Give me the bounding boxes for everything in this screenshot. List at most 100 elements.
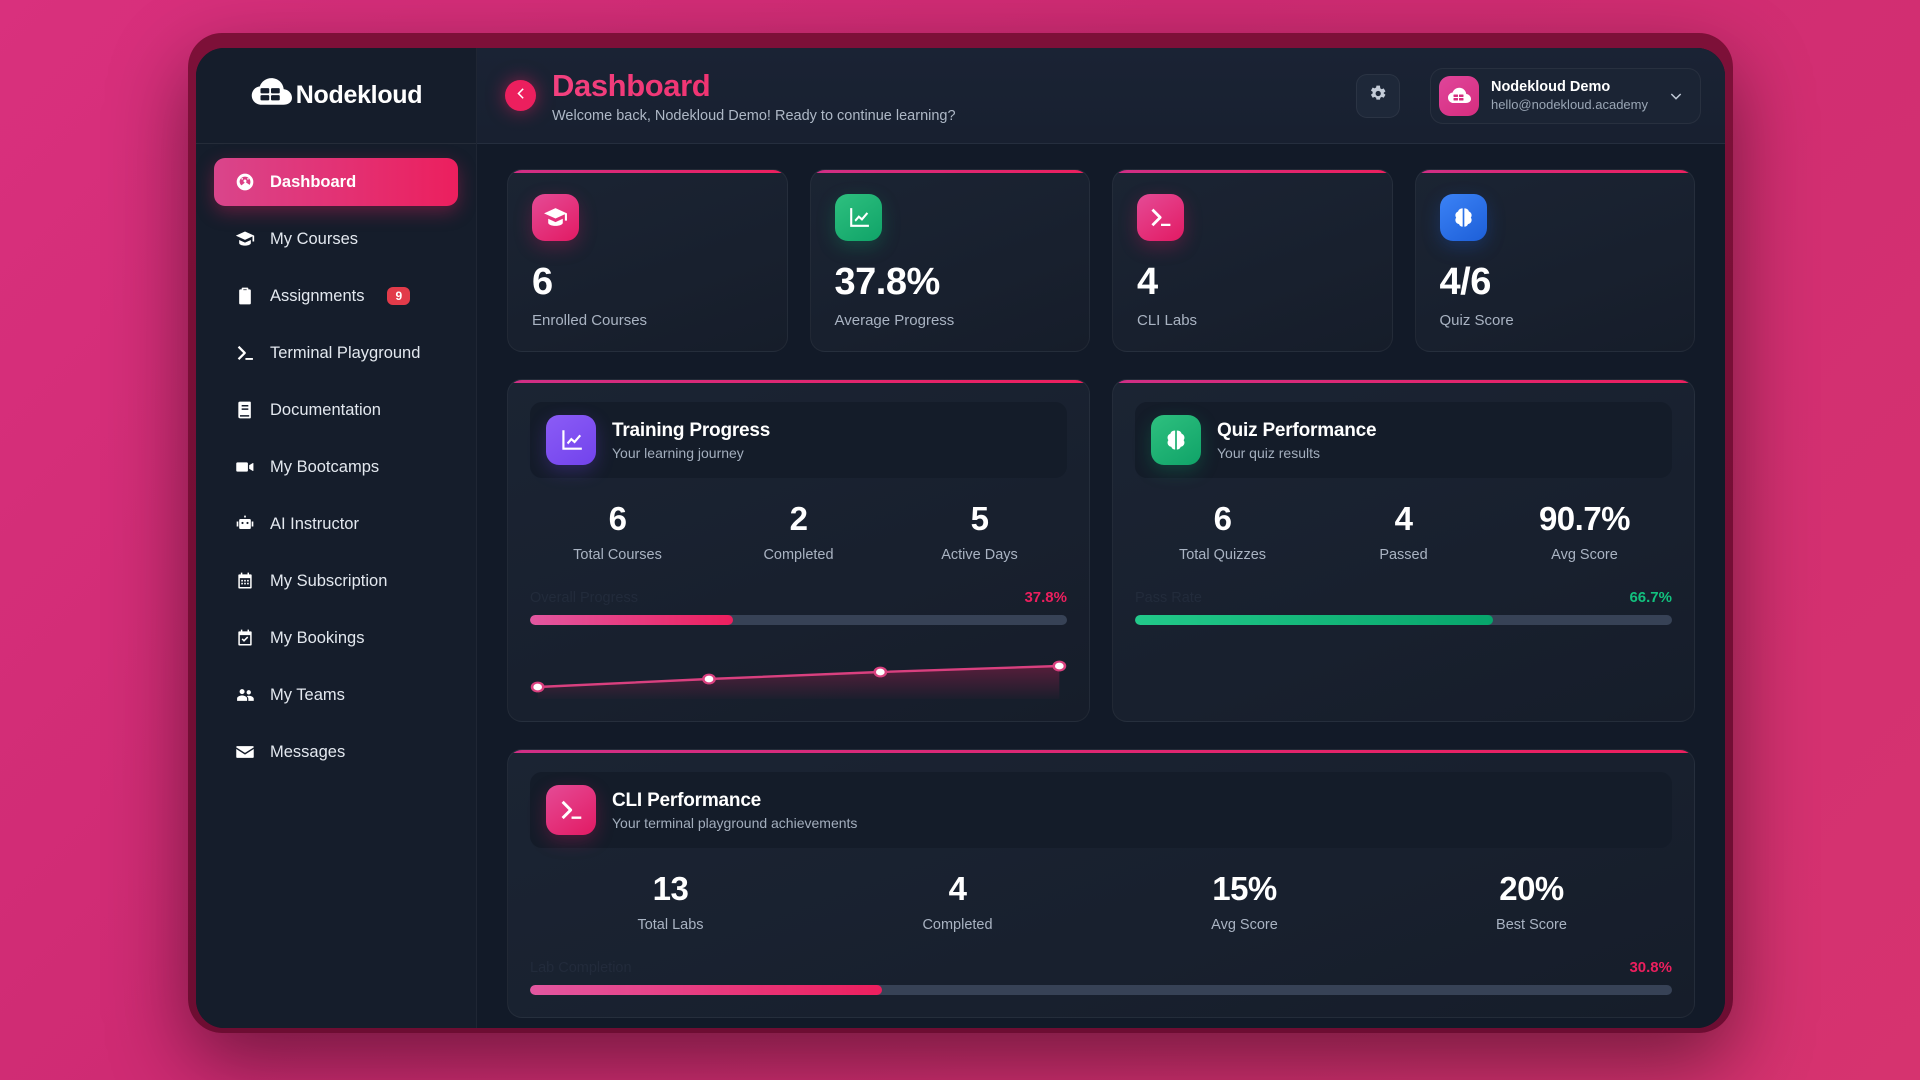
metric-label: Completed (763, 547, 834, 563)
stat-label: Enrolled Courses (532, 311, 648, 329)
overall-progress-bar-track (530, 615, 1067, 625)
sidebar-item-label: Dashboard (270, 172, 357, 191)
metric-label: Total Courses (573, 547, 662, 563)
users-group-icon (234, 685, 255, 706)
metric-completed: 2 Completed (711, 500, 886, 563)
terminal-icon (546, 785, 596, 835)
stat-card-cli-labs[interactable]: 4 CLI Labs (1112, 169, 1393, 352)
page-title-block: Dashboard Welcome back, Nodekloud Demo! … (552, 68, 956, 124)
page-subtitle: Welcome back, Nodekloud Demo! Ready to c… (552, 107, 956, 124)
sidebar-item-label: My Bookings (270, 628, 365, 647)
cli-progress-section: Lab Completion 30.8% (530, 959, 1672, 995)
clipboard-list-icon (234, 286, 255, 307)
progress-bar-label: Lab Completion (530, 960, 632, 976)
sidebar-item-my-bookings[interactable]: My Bookings (214, 614, 458, 662)
metric-passed: 4 Passed (1316, 500, 1491, 563)
calendar-check-icon (234, 628, 255, 649)
sidebar-item-label: My Teams (270, 685, 345, 704)
chevron-down-icon (1668, 88, 1684, 104)
sidebar-item-terminal-playground[interactable]: Terminal Playground (214, 329, 458, 377)
back-button[interactable] (505, 80, 536, 111)
user-profile-menu[interactable]: Nodekloud Demo hello@nodekloud.academy (1429, 67, 1701, 124)
panel-title: CLI Performance (612, 789, 762, 811)
sidebar-item-messages[interactable]: Messages (214, 728, 458, 776)
stat-label: CLI Labs (1137, 311, 1198, 329)
cli-performance-panel: CLI Performance Your terminal playground… (507, 749, 1695, 1018)
sidebar-item-my-teams[interactable]: My Teams (214, 671, 458, 719)
panel-subtitle: Your learning journey (612, 444, 744, 461)
metric-value: 20% (1499, 870, 1564, 907)
metric-label: Total Quizzes (1178, 547, 1267, 563)
terminal-icon (1137, 194, 1184, 241)
app-window: Nodekloud Dashboard My Courses Assignmen… (196, 48, 1725, 1028)
page-title: Dashboard (552, 68, 956, 104)
metric-label: Best Score (1496, 917, 1567, 933)
chart-line-icon (546, 415, 596, 465)
sidebar-item-label: Assignments (270, 286, 365, 305)
panel-title: Training Progress (612, 419, 771, 441)
stat-value: 37.8% (834, 261, 941, 303)
brand-name: Nodekloud (295, 81, 423, 109)
gear-icon (1367, 83, 1388, 109)
stat-card-average-progress[interactable]: 37.8% Average Progress (809, 169, 1090, 352)
sidebar-item-my-courses[interactable]: My Courses (214, 215, 458, 263)
progress-bar-percent: 30.8% (1629, 959, 1672, 976)
metric-total-courses: 6 Total Courses (530, 500, 705, 563)
cli-metrics: 13 Total Labs 4 Completed 15% Avg Score … (530, 870, 1672, 933)
training-progress-sparkline (530, 653, 1067, 699)
stat-card-enrolled-courses[interactable]: 6 Enrolled Courses (507, 169, 788, 352)
sidebar-item-label: Documentation (270, 400, 381, 419)
stat-label: Quiz Score (1439, 311, 1514, 329)
metric-value: 13 (652, 870, 689, 907)
graduation-cap-icon (532, 194, 579, 241)
metric-label: Avg Score (1551, 547, 1618, 563)
metric-total-quizzes: 6 Total Quizzes (1135, 500, 1310, 563)
brand-logo-area[interactable]: Nodekloud (196, 48, 476, 144)
pass-rate-bar-track (1135, 615, 1672, 625)
metric-value: 4 (1394, 500, 1413, 537)
progress-bar-label: Overall Progress (530, 590, 638, 606)
lab-completion-bar-fill (530, 985, 882, 995)
metric-value: 4 (948, 870, 967, 907)
top-header: Dashboard Welcome back, Nodekloud Demo! … (477, 48, 1725, 144)
stat-value: 4/6 (1439, 261, 1492, 303)
metric-label: Passed (1379, 547, 1428, 563)
stat-label: Average Progress (834, 311, 955, 329)
brain-icon (1439, 194, 1487, 241)
sidebar-item-label: My Bootcamps (270, 457, 380, 476)
assignments-badge: 9 (387, 287, 411, 305)
metric-active-days: 5 Active Days (892, 500, 1067, 563)
sidebar-item-label: My Courses (270, 229, 359, 248)
pass-rate-bar-fill (1135, 615, 1494, 625)
sidebar-item-dashboard[interactable]: Dashboard (214, 158, 458, 206)
stat-value: 4 (1137, 261, 1158, 303)
book-icon (234, 400, 255, 421)
overall-progress-bar-fill (530, 615, 733, 625)
metric-label: Active Days (941, 547, 1018, 563)
chart-line-icon (834, 194, 882, 241)
user-email: hello@nodekloud.academy (1490, 97, 1648, 112)
quiz-metrics: 6 Total Quizzes 4 Passed 90.7% Avg Score (1135, 500, 1672, 563)
sidebar-item-my-subscription[interactable]: My Subscription (214, 557, 458, 605)
video-camera-icon (234, 457, 255, 478)
sidebar-item-ai-instructor[interactable]: AI Instructor (214, 500, 458, 548)
quiz-performance-titles: Quiz Performance Your quiz results (1217, 420, 1377, 461)
graduation-cap-icon (234, 229, 255, 250)
sidebar-item-documentation[interactable]: Documentation (214, 386, 458, 434)
sidebar-item-my-bootcamps[interactable]: My Bootcamps (214, 443, 458, 491)
cli-performance-titles: CLI Performance Your terminal playground… (612, 790, 857, 831)
sidebar: Nodekloud Dashboard My Courses Assignmen… (196, 48, 477, 1028)
quiz-performance-panel: Quiz Performance Your quiz results 6 Tot… (1112, 379, 1695, 722)
sidebar-item-assignments[interactable]: Assignments 9 (214, 272, 458, 320)
envelope-icon (234, 742, 255, 763)
cloud-server-icon (250, 75, 292, 117)
settings-button[interactable] (1355, 73, 1400, 118)
stat-value: 6 (532, 261, 553, 303)
stat-card-quiz-score[interactable]: 4/6 Quiz Score (1414, 169, 1695, 352)
metric-label: Avg Score (1211, 917, 1278, 933)
metric-label: Total Labs (637, 917, 704, 933)
progress-bar-percent: 66.7% (1629, 589, 1672, 606)
main-area: Dashboard Welcome back, Nodekloud Demo! … (477, 48, 1725, 1028)
calendar-icon (234, 571, 255, 592)
overall-progress-bar-header: Overall Progress 37.8% (530, 589, 1067, 606)
